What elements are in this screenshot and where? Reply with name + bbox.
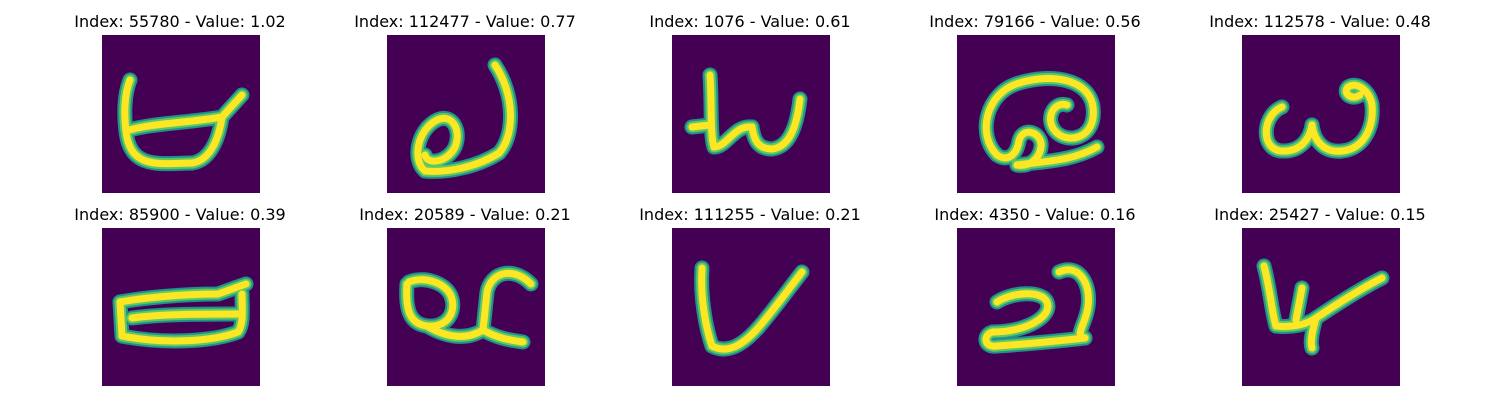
glyph-stroke	[710, 123, 756, 151]
glyph-stroke	[421, 149, 503, 175]
glyph-stroke	[1013, 143, 1101, 169]
glyph-stroke	[982, 75, 1097, 159]
glyph-stroke	[989, 290, 1052, 336]
glyph-stroke	[118, 328, 242, 345]
glyph-image	[957, 228, 1115, 386]
glyph-stroke	[479, 269, 535, 334]
glyph-stroke	[403, 276, 457, 330]
glyph-stroke	[1260, 262, 1280, 330]
glyph-stroke	[218, 91, 246, 121]
glyph-stroke	[688, 121, 714, 131]
glyph-stroke	[708, 324, 762, 353]
panel-title: Index: 25427 - Value: 0.15	[1214, 205, 1426, 224]
glyph-image	[672, 35, 830, 193]
glyph-image	[1242, 228, 1400, 386]
glyph-stroke	[1342, 81, 1376, 109]
glyph-stroke	[706, 71, 718, 151]
glyph-image	[387, 228, 545, 386]
image-panel: Index: 112477 - Value: 0.77	[322, 11, 608, 193]
glyph-stroke	[234, 290, 246, 336]
glyph-stroke	[491, 61, 515, 157]
glyph-stroke	[1308, 101, 1376, 155]
panel-title: Index: 4350 - Value: 0.16	[934, 205, 1136, 224]
glyph-stroke	[116, 280, 250, 306]
glyph-stroke	[188, 113, 226, 167]
image-panel: Index: 79166 - Value: 0.56	[892, 11, 1178, 193]
panel-title: Index: 111255 - Value: 0.21	[639, 205, 861, 224]
glyph-image	[102, 228, 260, 386]
panel-title: Index: 112578 - Value: 0.48	[1209, 12, 1431, 31]
glyph-stroke	[121, 76, 134, 135]
glyph-stroke	[122, 127, 196, 168]
glyph-stroke	[414, 114, 461, 175]
image-panel: Index: 1076 - Value: 0.61	[607, 11, 893, 193]
image-panel: Index: 25427 - Value: 0.15	[1177, 204, 1463, 386]
image-background	[672, 228, 830, 386]
glyph-stroke	[423, 322, 487, 340]
image-panel: Index: 20589 - Value: 0.21	[322, 204, 608, 386]
panel-title: Index: 112477 - Value: 0.77	[354, 12, 576, 31]
glyph-stroke	[1055, 266, 1092, 342]
image-panel: Index: 112578 - Value: 0.48	[1177, 11, 1463, 193]
panel-title: Index: 1076 - Value: 0.61	[649, 12, 851, 31]
glyph-stroke	[479, 326, 527, 346]
glyph-stroke	[1262, 103, 1316, 155]
glyph-image	[672, 228, 830, 386]
glyph-image	[102, 35, 260, 193]
image-panel: Index: 85900 - Value: 0.39	[37, 204, 323, 386]
glyph-stroke	[1292, 284, 1306, 324]
glyph-stroke	[754, 268, 806, 332]
glyph-stroke	[128, 310, 242, 322]
panel-title: Index: 55780 - Value: 1.02	[74, 12, 286, 31]
glyph-stroke	[768, 95, 804, 153]
image-background	[672, 35, 830, 193]
glyph-image	[1242, 35, 1400, 193]
image-panel: Index: 111255 - Value: 0.21	[607, 204, 893, 386]
glyph-stroke	[982, 328, 1089, 350]
panel-title: Index: 20589 - Value: 0.21	[359, 205, 571, 224]
image-panel: Index: 55780 - Value: 1.02	[37, 11, 323, 193]
panel-title: Index: 85900 - Value: 0.39	[74, 205, 286, 224]
glyph-image	[957, 35, 1115, 193]
glyph-stroke	[1312, 274, 1386, 322]
glyph-image	[387, 35, 545, 193]
image-panel: Index: 4350 - Value: 0.16	[892, 204, 1178, 386]
glyph-stroke	[122, 113, 226, 135]
glyph-stroke	[116, 298, 126, 340]
glyph-stroke	[698, 264, 716, 350]
panel-title: Index: 79166 - Value: 0.56	[929, 12, 1141, 31]
glyph-stroke	[1307, 314, 1320, 352]
